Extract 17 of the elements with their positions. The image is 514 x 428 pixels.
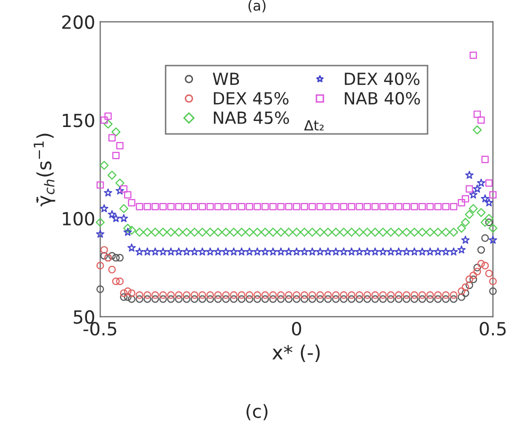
legend-label: WB — [212, 72, 239, 85]
text: (c) — [246, 404, 268, 420]
legend-label: DEX 45% — [214, 92, 288, 105]
y-tick-label: 200 — [62, 15, 94, 29]
x-axis-title: x* (-) — [272, 344, 320, 362]
legend-label: DEX 40% — [344, 72, 420, 86]
legend-label: NAB 45% — [214, 111, 289, 124]
text: (a) — [248, 0, 266, 12]
x-tick-label: -0.5 — [84, 322, 116, 336]
x-tick-label: 0 — [292, 322, 302, 336]
legend-label: NAB 40% — [344, 92, 420, 105]
y-axis-title: γ̇̄$_{ch}$(s$^{−1}$) — [34, 134, 56, 206]
y-tick-label: 100 — [62, 212, 94, 226]
x-tick-label: 0.5 — [480, 322, 506, 336]
y-tick-label: 150 — [62, 114, 94, 128]
annotation: Δt₂ — [304, 120, 324, 130]
y-tick-label: 50 — [74, 310, 94, 324]
